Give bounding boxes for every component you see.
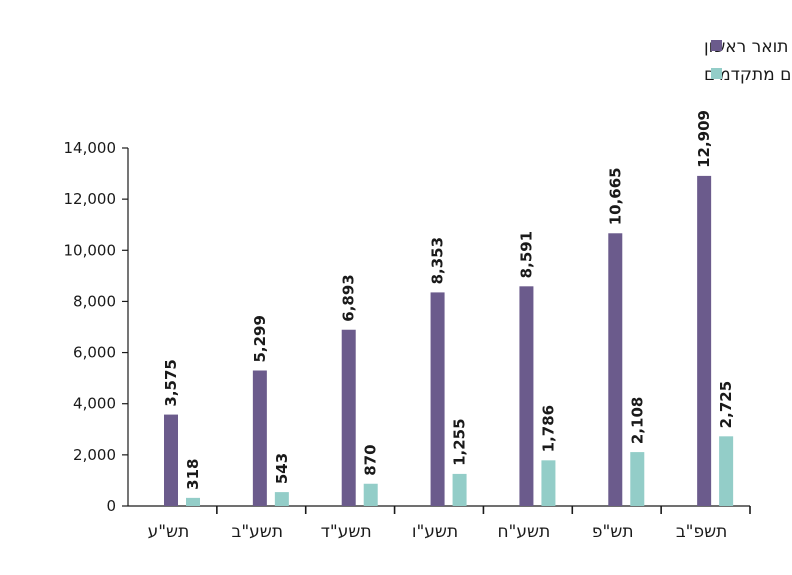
x-category-label: תשע"ד bbox=[321, 522, 372, 542]
x-category-label: תש"פ bbox=[592, 522, 634, 542]
bar-first-degree bbox=[164, 414, 178, 506]
bar-first-degree bbox=[519, 286, 534, 506]
y-tick-label: 4,000 bbox=[73, 395, 116, 413]
y-tick-label: 10,000 bbox=[64, 241, 117, 259]
data-label-advanced-degrees: 870 bbox=[362, 444, 380, 475]
bars bbox=[164, 175, 734, 507]
legend-label-advanced-degrees: תארים מתקדמים bbox=[704, 65, 792, 85]
bar-advanced-degrees bbox=[719, 436, 734, 506]
data-label-advanced-degrees: 1,255 bbox=[451, 418, 469, 465]
data-label-first-degree: 5,299 bbox=[251, 315, 269, 362]
data-label-advanced-degrees: 1,786 bbox=[539, 405, 557, 452]
data-label-advanced-degrees: 2,108 bbox=[628, 397, 646, 444]
bar-first-degree bbox=[341, 329, 356, 506]
x-category-label: תשפ"ב bbox=[676, 522, 727, 542]
data-label-first-degree: 12,909 bbox=[695, 110, 713, 168]
data-labels: 3,575 318 5,299 543 6,893 870 8,353 1,255 8,591 1… bbox=[162, 110, 735, 490]
y-tick-label: 6,000 bbox=[73, 344, 116, 362]
bar-first-degree bbox=[430, 292, 445, 506]
data-label-first-degree: 6,893 bbox=[340, 274, 358, 321]
x-category-label: תשע"ו bbox=[412, 522, 458, 542]
y-tick-label: 12,000 bbox=[64, 190, 117, 208]
bar-advanced-degrees bbox=[274, 492, 289, 506]
bar-first-degree bbox=[608, 233, 623, 507]
bar-first-degree bbox=[697, 175, 712, 506]
legend-label-first-degree: תואר ראשון bbox=[704, 37, 788, 57]
legend-swatch-advanced-degrees bbox=[711, 68, 722, 79]
data-label-first-degree: 8,353 bbox=[429, 237, 447, 284]
bar-advanced-degrees bbox=[363, 483, 378, 506]
y-tick-label: 14,000 bbox=[64, 139, 117, 157]
bar-advanced-degrees bbox=[541, 460, 556, 506]
y-tick-label: 2,000 bbox=[73, 446, 116, 464]
data-label-first-degree: 3,575 bbox=[162, 359, 180, 406]
x-category-label: תש"ע bbox=[148, 522, 190, 542]
legend-swatch-first-degree bbox=[711, 40, 722, 51]
data-label-first-degree: 8,591 bbox=[517, 231, 535, 278]
axes: 0 2,000 4,000 6,000 8,000 10,000 12,000 14,000 ת… bbox=[64, 139, 751, 542]
bar-advanced-degrees bbox=[452, 473, 467, 506]
bar-advanced-degrees bbox=[186, 497, 200, 506]
legend: תואר ראשון תארים מתקדמים bbox=[704, 37, 792, 85]
data-label-first-degree: 10,665 bbox=[606, 167, 624, 225]
y-tick-label: 0 bbox=[106, 497, 116, 515]
bar-first-degree bbox=[252, 370, 267, 506]
y-tick-label: 8,000 bbox=[73, 292, 116, 310]
data-label-advanced-degrees: 543 bbox=[273, 453, 291, 484]
bar-advanced-degrees bbox=[630, 452, 645, 506]
data-label-advanced-degrees: 318 bbox=[184, 459, 202, 490]
data-label-advanced-degrees: 2,725 bbox=[717, 381, 735, 428]
x-category-label: תשע"ח bbox=[497, 522, 550, 542]
x-category-label: תשע"ב bbox=[232, 522, 284, 542]
